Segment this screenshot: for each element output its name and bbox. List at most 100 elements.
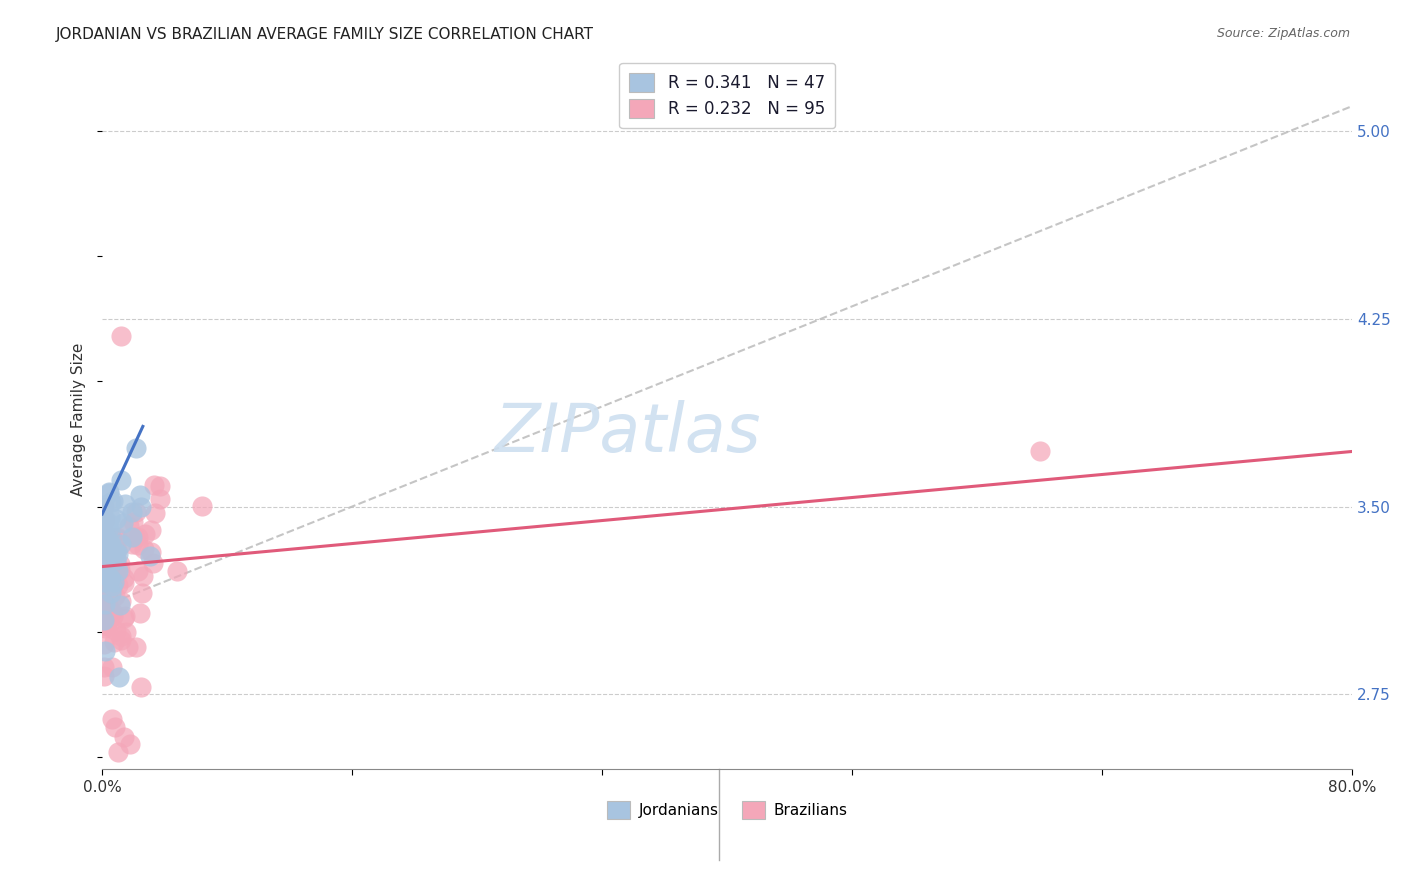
Point	[101, 531, 124, 545]
Point	[149, 492, 172, 507]
Point	[105, 542, 128, 557]
Point	[97, 551, 120, 566]
Point	[97, 486, 120, 500]
Point	[110, 632, 132, 647]
Text: JORDANIAN VS BRAZILIAN AVERAGE FAMILY SIZE CORRELATION CHART: JORDANIAN VS BRAZILIAN AVERAGE FAMILY SI…	[56, 27, 595, 42]
Point	[132, 569, 155, 583]
Point	[93, 597, 115, 611]
Point	[127, 538, 149, 552]
Point	[149, 479, 172, 493]
Point	[93, 593, 115, 607]
Point	[94, 643, 117, 657]
Point	[100, 530, 122, 544]
Point	[127, 530, 149, 544]
Point	[94, 580, 117, 594]
Point	[125, 504, 148, 518]
Point	[98, 603, 121, 617]
Point	[100, 495, 122, 509]
Point	[98, 525, 121, 540]
Point	[110, 557, 132, 571]
Point	[100, 553, 122, 567]
Point	[93, 613, 115, 627]
Legend: Jordanians, Brazilians: Jordanians, Brazilians	[600, 795, 853, 825]
Point	[93, 593, 115, 607]
Point	[121, 505, 143, 519]
Point	[105, 530, 128, 544]
Point	[139, 524, 162, 538]
Point	[129, 680, 152, 694]
Point	[104, 553, 127, 567]
Point	[142, 556, 165, 570]
Point	[96, 532, 118, 546]
Point	[97, 530, 120, 544]
Point	[94, 568, 117, 582]
Point	[125, 640, 148, 655]
Point	[98, 571, 121, 585]
Point	[129, 500, 152, 515]
Point	[110, 594, 132, 608]
Point	[107, 564, 129, 578]
Point	[98, 537, 121, 551]
Point	[94, 617, 117, 632]
Point	[127, 564, 149, 578]
Point	[94, 602, 117, 616]
Text: Source: ZipAtlas.com: Source: ZipAtlas.com	[1216, 27, 1350, 40]
Point	[124, 441, 146, 455]
Point	[97, 516, 120, 531]
Point	[94, 582, 117, 596]
Point	[103, 634, 125, 648]
Point	[141, 545, 163, 559]
Point	[100, 541, 122, 556]
Point	[112, 611, 135, 625]
Point	[114, 497, 136, 511]
Point	[93, 574, 115, 589]
Point	[100, 547, 122, 561]
Point	[100, 550, 122, 565]
Point	[112, 730, 135, 744]
Point	[110, 329, 132, 343]
Point	[103, 575, 125, 590]
Point	[121, 536, 143, 550]
Point	[110, 537, 132, 551]
Point	[96, 559, 118, 574]
Point	[118, 518, 141, 533]
Point	[97, 616, 120, 631]
Point	[108, 670, 131, 684]
Point	[104, 589, 127, 603]
Point	[124, 530, 146, 544]
Point	[105, 544, 128, 558]
Point	[101, 604, 124, 618]
Point	[93, 660, 115, 674]
Point	[100, 660, 122, 674]
Point	[94, 549, 117, 563]
Point	[101, 493, 124, 508]
Point	[114, 609, 136, 624]
Point	[143, 477, 166, 491]
Point	[96, 619, 118, 633]
Y-axis label: Average Family Size: Average Family Size	[72, 343, 86, 496]
Point	[98, 571, 121, 585]
Point	[121, 530, 143, 544]
Point	[100, 586, 122, 600]
Point	[122, 515, 145, 529]
Point	[97, 591, 120, 605]
Point	[107, 578, 129, 592]
Point	[104, 720, 127, 734]
Point	[97, 536, 120, 550]
Point	[110, 473, 132, 487]
Point	[105, 624, 128, 639]
Point	[98, 485, 121, 500]
Point	[108, 563, 131, 577]
Point	[97, 554, 120, 568]
Text: ZIPatlas: ZIPatlas	[494, 400, 761, 466]
Point	[117, 640, 139, 655]
Point	[101, 579, 124, 593]
Point	[108, 598, 131, 612]
Point	[93, 499, 115, 513]
Point	[143, 506, 166, 520]
Point	[134, 526, 156, 541]
Point	[98, 510, 121, 524]
Point	[96, 558, 118, 572]
Point	[112, 576, 135, 591]
Point	[166, 564, 188, 578]
